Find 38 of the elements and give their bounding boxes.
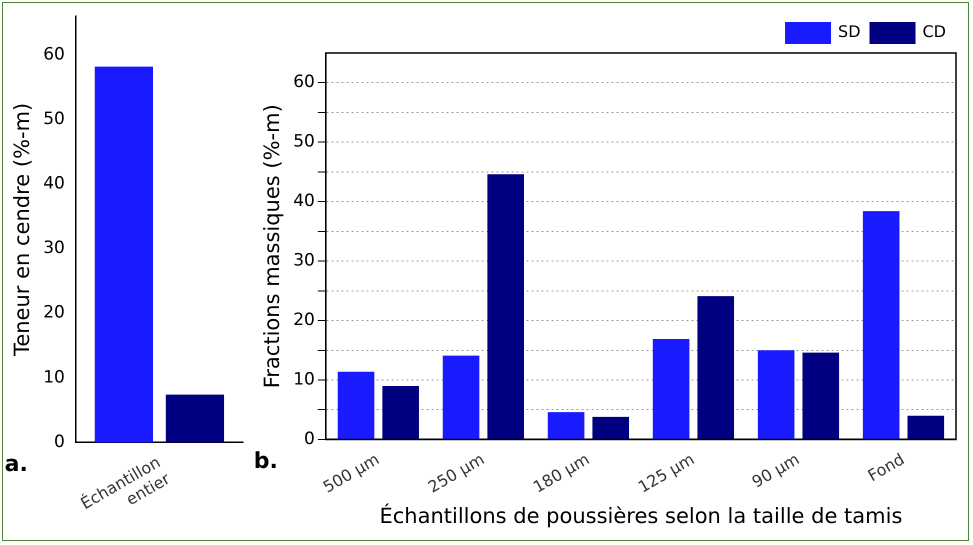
y-tick-label: 50	[293, 132, 315, 152]
y-tick-label: 40	[293, 191, 315, 212]
bar	[862, 211, 900, 439]
y-tick-label: 30	[43, 238, 65, 258]
bar	[802, 352, 840, 439]
y-tick-label: 50	[43, 108, 65, 129]
y-tick-label: 10	[293, 369, 315, 390]
x-tick-label: 180 µm	[530, 449, 592, 497]
y-tick-label: 0	[304, 428, 315, 449]
bar	[697, 296, 734, 439]
x-tick-label: 90 µm	[748, 449, 803, 492]
text: a.	[4, 452, 28, 478]
x-axis-title: Échantillons de poussières selon la taille de tamis	[379, 502, 902, 528]
y-tick-label: 30	[293, 250, 315, 271]
y-tick-label: 20	[43, 302, 65, 323]
bar	[592, 416, 630, 439]
y-tick-label: 60	[43, 44, 65, 64]
x-tick-label: 125 µm	[634, 449, 698, 497]
bar	[908, 416, 944, 439]
bar	[338, 372, 374, 439]
y-tick-label: 40	[43, 174, 65, 194]
bar	[548, 412, 584, 439]
bar	[382, 386, 419, 439]
y-tick-label: 10	[43, 367, 65, 388]
bar	[758, 350, 794, 439]
y-tick-label: 0	[54, 432, 65, 452]
bar	[652, 338, 690, 439]
y-tick-label: 20	[293, 310, 315, 330]
legend-label: SD	[838, 22, 861, 42]
legend-label: CD	[922, 22, 946, 42]
y-axis-title: Teneur en cendre (%-m)	[10, 102, 34, 357]
y-axis-title: Fractions massiques (%-m)	[260, 104, 284, 388]
y-tick-label: 60	[293, 72, 315, 92]
bar	[487, 174, 524, 439]
x-tick-label: 500 µm	[320, 449, 382, 497]
x-tick-label: 250 µm	[424, 449, 488, 497]
text: b.	[254, 449, 278, 474]
bar	[442, 356, 480, 439]
